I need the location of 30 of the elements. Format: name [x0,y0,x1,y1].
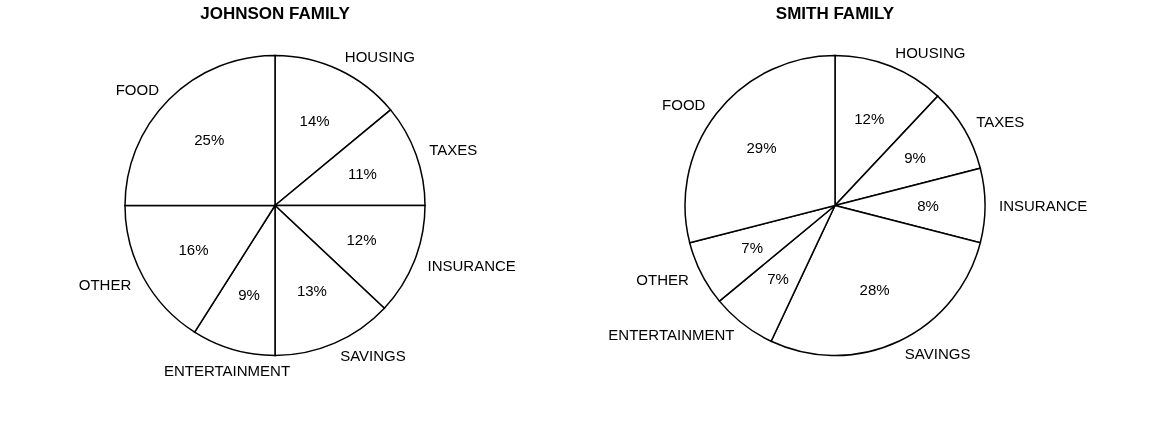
slice-label: TAXES [429,140,478,158]
data-label: 25% [194,130,225,148]
slice-label: ENTERTAINMENT [608,326,735,344]
slice-label: OTHER [78,275,132,293]
chart-title: SMITH FAMILY [775,4,895,23]
data-label: 7% [767,269,789,287]
data-label: 29% [746,139,777,157]
data-label: 12% [854,110,885,128]
data-label: 13% [296,281,327,299]
data-label: 7% [741,238,763,256]
data-label: 28% [859,280,890,298]
slice-label: SAVINGS [340,347,406,365]
data-label: 9% [238,285,260,303]
chart-title: JOHNSON FAMILY [200,4,351,23]
data-label: 12% [346,230,377,248]
slice-label: FOOD [115,80,160,98]
data-label: 14% [299,112,330,130]
slice-label: HOUSING [344,48,415,66]
slice-label: HOUSING [895,44,966,62]
slice-label: INSURANCE [999,196,1088,214]
data-label: 9% [904,149,926,167]
slice-label: SAVINGS [904,344,971,362]
slice-label: FOOD [662,95,706,113]
data-label: 16% [178,241,209,259]
slice-label: OTHER [636,270,690,288]
slice-label: TAXES [976,113,1025,131]
slice-label: ENTERTAINMENT [163,361,291,379]
data-label: 8% [917,196,939,214]
slice-label: INSURANCE [427,256,516,274]
data-label: 11% [348,165,377,182]
